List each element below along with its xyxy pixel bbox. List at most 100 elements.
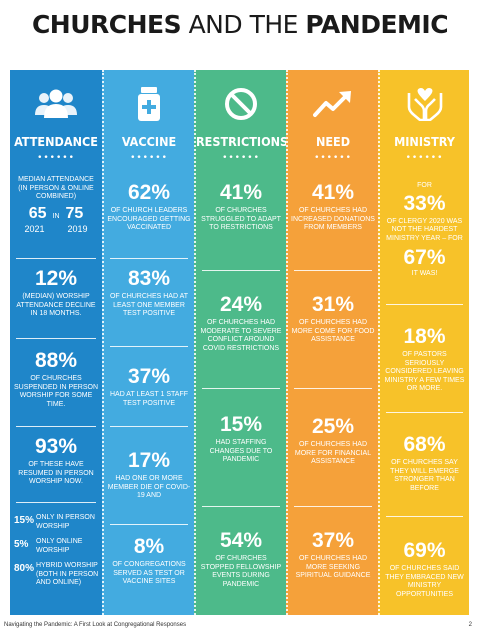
heading-attendance: ATTENDANCE <box>14 134 98 149</box>
stat-block: 41% OF CHURCHES HAD INCREASED DONATIONS … <box>291 182 375 233</box>
stat-block: 62% OF CHURCH LEADERS ENCOURAGED GETTING… <box>107 182 191 233</box>
stat-value: 62% <box>127 181 171 204</box>
divider <box>202 388 280 389</box>
stat-block: 12% (MEDIAN) WORSHIP ATTENDANCE DECLINE … <box>13 268 99 319</box>
title-bold-end: PANDEMIC <box>305 10 449 39</box>
divider <box>16 426 96 427</box>
mix-pct: 80% <box>14 563 35 574</box>
divider <box>16 338 96 339</box>
divider <box>16 502 96 503</box>
column-need: NEED •••••• 41% OF CHURCHES HAD INCREASE… <box>286 70 378 615</box>
heading-ministry: MINISTRY <box>394 134 455 149</box>
page-title: CHURCHES AND THE PANDEMIC <box>0 10 480 40</box>
stat-value: 8% <box>133 535 165 558</box>
stat-block: 93% OF THESE HAVE RESUMED IN PERSON WORS… <box>13 436 99 487</box>
stat-caption: OF CONGREGATIONS SERVED AS TEST OR VACCI… <box>112 561 186 585</box>
title-bold: CHURCHES <box>31 10 182 39</box>
stat-value: 24% <box>219 293 263 316</box>
column-vaccine: VACCINE •••••• 62% OF CHURCH LEADERS ENC… <box>102 70 194 615</box>
column-restrictions: RESTRICTIONS •••••• 41% OF CHURCHES STRU… <box>194 70 286 615</box>
divider <box>294 506 372 507</box>
divider <box>386 412 463 413</box>
title-middle: AND THE <box>188 10 299 39</box>
year-2019-label: 2019 <box>67 223 88 234</box>
stat-caption: OF CHURCHES SAID THEY EMBRACED NEW MINIS… <box>385 565 464 598</box>
divider <box>202 270 280 271</box>
mix-text: ONLY ONLINE WORSHIP <box>36 538 83 554</box>
column-attendance: ATTENDANCE •••••• MEDIAN ATTENDANCE (IN … <box>10 70 102 615</box>
heading-dots: •••••• <box>314 153 352 163</box>
prohibited-icon <box>196 84 286 124</box>
medicine-bottle-icon <box>104 84 194 124</box>
heading-dots: •••••• <box>405 153 444 163</box>
divider <box>386 516 463 517</box>
divider <box>110 258 188 259</box>
stat-caption: OF CHURCHES HAD MODERATE TO SEVERE CONFL… <box>200 319 282 352</box>
stat-caption: OF CHURCHES HAD MORE FOR FINANCIAL ASSIS… <box>294 441 372 465</box>
median-in-word: IN <box>52 212 60 220</box>
stat-block: 31% OF CHURCHES HAD MORE COME FOR FOOD A… <box>291 294 375 345</box>
stat-caption: HAD AT LEAST 1 STAFF TEST POSITIVE <box>109 391 189 407</box>
stat-block: 37% HAD AT LEAST 1 STAFF TEST POSITIVE <box>107 366 191 408</box>
median-attendance-block: MEDIAN ATTENDANCE (IN PERSON & ONLINE CO… <box>13 176 99 234</box>
stat-block: 25% OF CHURCHES HAD MORE FOR FINANCIAL A… <box>291 416 375 467</box>
heading-vaccine: VACCINE <box>121 134 177 149</box>
heart-hands-icon <box>380 84 469 124</box>
median-2019-value: 75 <box>65 204 84 222</box>
stat-caption: OF CHURCHES HAD MORE COME FOR FOOD ASSIS… <box>291 319 375 343</box>
divider <box>16 258 96 259</box>
divider <box>294 388 372 389</box>
divider <box>110 346 188 347</box>
stat-value: 67% <box>403 246 446 269</box>
stat-value: 31% <box>311 293 355 316</box>
stat-value: 17% <box>127 449 171 472</box>
stat-caption: IT WAS! <box>411 270 438 277</box>
people-icon <box>10 84 102 124</box>
stat-value: 33% <box>403 191 446 215</box>
divider <box>110 426 188 427</box>
stat-block: 17% HAD ONE OR MORE MEMBER DIE OF COVID-… <box>107 450 191 501</box>
mix-pct: 15% <box>14 515 35 526</box>
stat-caption: OF THESE HAVE RESUMED IN PERSON WORSHIP … <box>18 461 94 485</box>
median-caption: MEDIAN ATTENDANCE (IN PERSON & ONLINE CO… <box>18 176 94 200</box>
stat-value: 12% <box>34 267 78 290</box>
stat-block: 18% OF PASTORS SERIOUSLY CONSIDERED LEAV… <box>383 326 466 394</box>
stat-value: 37% <box>311 529 355 552</box>
list-item: 5% ONLY ONLINE WORSHIP <box>14 538 99 555</box>
list-item: 80% HYBRID WORSHIP (BOTH IN PERSON AND O… <box>14 562 99 588</box>
stat-caption: OF CHURCHES HAD MORE SEEKING SPIRITUAL G… <box>295 555 371 579</box>
heading-dots: •••••• <box>37 153 75 163</box>
stat-caption: OF CLERGY 2020 WAS NOT THE HARDEST MINIS… <box>386 217 463 242</box>
stat-value: 69% <box>403 539 446 562</box>
stat-value: 88% <box>34 349 78 372</box>
page-number: 2 <box>468 622 472 628</box>
heading-restrictions: RESTRICTIONS <box>196 134 286 149</box>
year-2021-label: 2021 <box>24 223 45 234</box>
trend-up-icon <box>288 84 378 124</box>
stat-caption: OF PASTORS SERIOUSLY CONSIDERED LEAVING … <box>384 351 465 392</box>
infographic-columns: ATTENDANCE •••••• MEDIAN ATTENDANCE (IN … <box>10 70 469 615</box>
divider <box>294 270 372 271</box>
stat-value: 93% <box>34 435 78 458</box>
worship-mix-list: 15% ONLY IN PERSON WORSHIP 5% ONLY ONLIN… <box>14 514 99 595</box>
stat-caption: HAD STAFFING CHANGES DUE TO PANDEMIC <box>209 439 273 463</box>
stat-value: 41% <box>311 181 355 204</box>
stat-caption: OF CHURCHES STOPPED FELLOWSHIP EVENTS DU… <box>200 555 282 588</box>
list-item: 15% ONLY IN PERSON WORSHIP <box>14 514 99 531</box>
footer-source: Navigating the Pandemic: A First Look at… <box>4 622 187 628</box>
heading-need: NEED <box>315 134 351 149</box>
stat-caption: OF CHURCHES SAY THEY WILL EMERGE STRONGE… <box>390 459 459 492</box>
stat-prefix: FOR <box>417 182 432 189</box>
stat-value: 18% <box>403 325 446 348</box>
stat-block: 41% OF CHURCHES STRUGGLED TO ADAPT TO RE… <box>199 182 283 233</box>
stat-block: 8% OF CONGREGATIONS SERVED AS TEST OR VA… <box>107 536 191 587</box>
stat-block: 54% OF CHURCHES STOPPED FELLOWSHIP EVENT… <box>199 530 283 589</box>
mix-pct: 5% <box>14 539 29 550</box>
stat-block: 88% OF CHURCHES SUSPENDED IN PERSON WORS… <box>13 350 99 409</box>
column-ministry: MINISTRY •••••• FOR 33% OF CLERGY 2020 W… <box>378 70 469 615</box>
divider <box>386 304 463 305</box>
stat-caption: OF CHURCHES SUSPENDED IN PERSON WORSHIP … <box>13 375 99 408</box>
stat-block: 83% OF CHURCHES HAD AT LEAST ONE MEMBER … <box>107 268 191 319</box>
stat-value: 54% <box>219 529 263 552</box>
stat-value: 25% <box>311 415 355 438</box>
